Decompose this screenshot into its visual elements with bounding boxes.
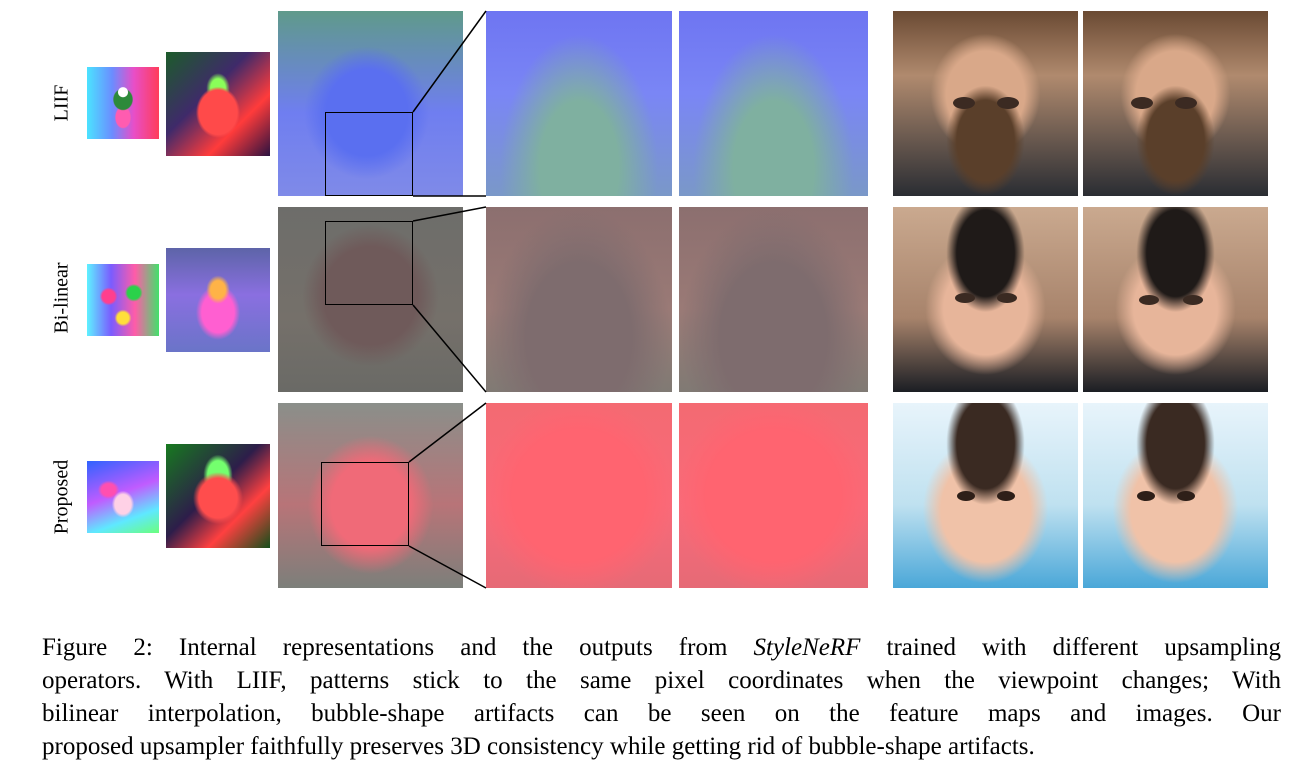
- feature-map-full-proposed: [278, 403, 463, 588]
- feature-zoom-view1-bilinear: [486, 207, 672, 392]
- figure-caption: Figure 2: Internal representations and t…: [42, 631, 1281, 763]
- output-image-view1-proposed: [893, 403, 1078, 588]
- eye-right: [1175, 97, 1197, 109]
- zoom-region-box-proposed: [321, 462, 409, 546]
- feature-zoom-view1-liif: [486, 11, 672, 196]
- feature-map-small-proposed: [87, 461, 159, 533]
- feature-zoom-view2-liif: [679, 11, 868, 196]
- feature-map-large-proposed: [166, 444, 270, 548]
- feature-map-small-liif: [87, 67, 159, 139]
- feature-zoom-view2-bilinear: [679, 207, 868, 392]
- eye-right: [1183, 295, 1203, 305]
- eye-left: [957, 491, 975, 501]
- feature-zoom-view1-proposed: [486, 403, 672, 588]
- zoom-region-box-liif: [325, 112, 413, 196]
- feature-zoom-view2-proposed: [679, 403, 868, 588]
- output-image-view2-bilinear: [1083, 207, 1268, 392]
- eye-right: [1177, 491, 1195, 501]
- caption-line-2: operators. With LIIF, patterns stick to …: [42, 667, 1281, 694]
- eye-left: [1139, 295, 1159, 305]
- eye-right: [997, 97, 1019, 109]
- caption-line-1: Figure 2: Internal representations and t…: [42, 634, 1281, 661]
- eye-left: [955, 293, 975, 303]
- output-image-view2-proposed: [1083, 403, 1268, 588]
- output-image-view1-bilinear: [893, 207, 1078, 392]
- eye-right: [997, 293, 1017, 303]
- caption-line-3: bilinear interpolation, bubble-shape art…: [42, 700, 1281, 727]
- eye-left: [1131, 97, 1153, 109]
- output-image-view2-liif: [1083, 11, 1268, 196]
- eye-left: [953, 97, 975, 109]
- feature-map-large-liif: [166, 52, 270, 156]
- feature-map-large-bilinear: [166, 248, 270, 352]
- caption-line-4: proposed upsampler faithfully preserves …: [42, 733, 1035, 760]
- eye-left: [1137, 491, 1155, 501]
- eye-right: [997, 491, 1015, 501]
- feature-map-small-bilinear: [87, 264, 159, 336]
- caption-italic-stylenerf: StyleNeRF: [753, 634, 861, 661]
- output-image-view1-liif: [893, 11, 1078, 196]
- zoom-region-box-bilinear: [325, 221, 413, 305]
- feature-map-full-liif: [278, 11, 463, 196]
- feature-map-full-bilinear: [278, 207, 463, 392]
